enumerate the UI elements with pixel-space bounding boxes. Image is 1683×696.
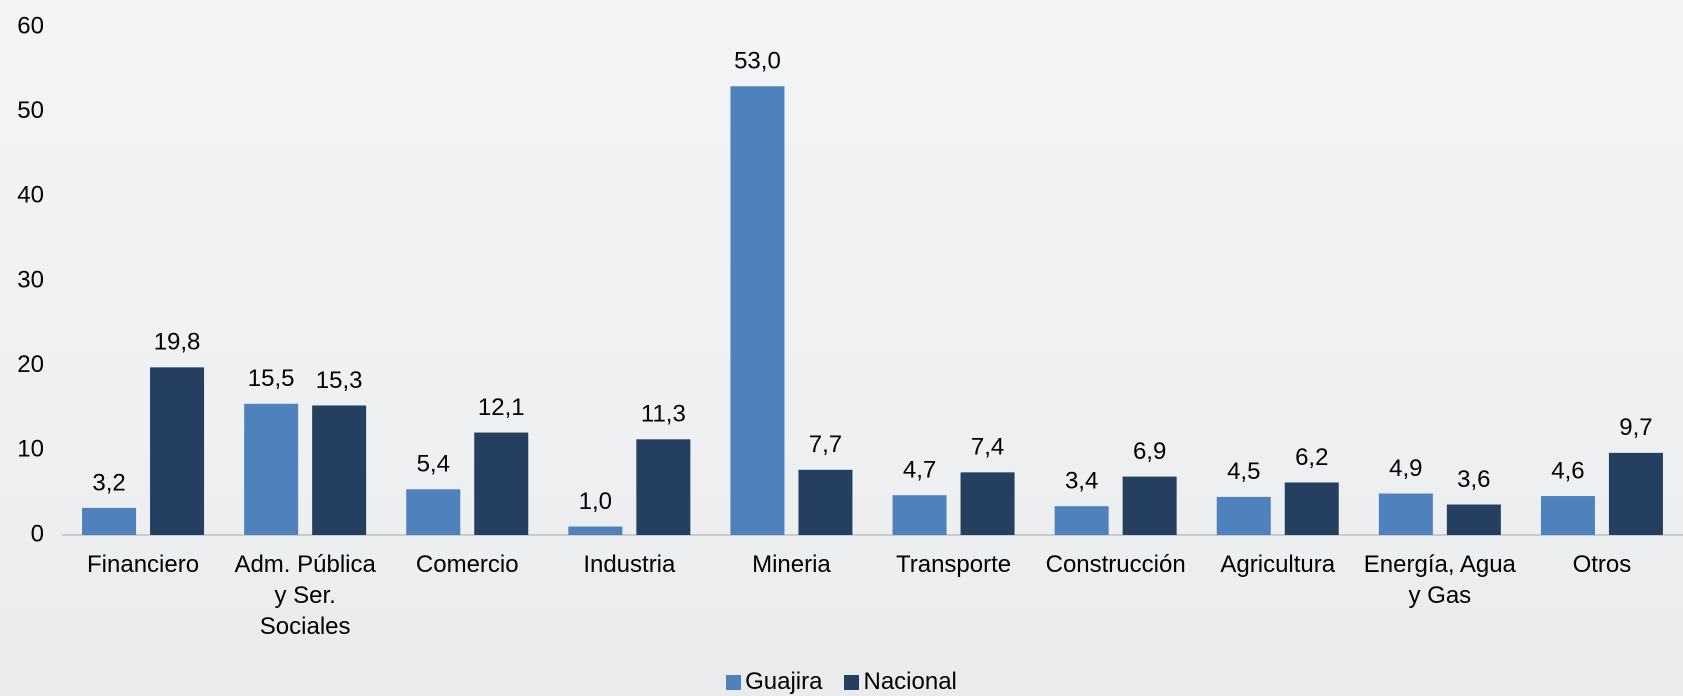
x-tick-label: Comercio bbox=[415, 551, 519, 578]
y-tick-label: 40 bbox=[17, 182, 44, 209]
value-label: 4,7 bbox=[903, 457, 936, 484]
bar bbox=[798, 469, 853, 535]
bar bbox=[1608, 452, 1663, 535]
value-label: 6,9 bbox=[1133, 438, 1166, 465]
legend-item: Nacional bbox=[844, 668, 957, 696]
value-label: 5,4 bbox=[417, 451, 450, 478]
bar bbox=[1446, 504, 1501, 535]
bar bbox=[1284, 482, 1339, 535]
y-tick-label: 10 bbox=[17, 436, 44, 463]
value-label: 9,7 bbox=[1619, 414, 1652, 441]
y-tick-label: 30 bbox=[17, 266, 44, 293]
legend-item: Guajira bbox=[726, 668, 822, 696]
value-label: 11,3 bbox=[641, 401, 686, 428]
bar bbox=[474, 432, 529, 535]
x-tick-label: Otros bbox=[1572, 551, 1632, 578]
x-tick-label: Industria bbox=[583, 551, 676, 578]
x-tick-label: Adm. Pública y Ser. Sociales bbox=[234, 551, 376, 640]
legend-swatch bbox=[726, 674, 742, 690]
value-label: 7,7 bbox=[809, 431, 842, 458]
bar bbox=[82, 507, 137, 535]
y-tick-label: 20 bbox=[17, 351, 44, 378]
bar bbox=[636, 439, 691, 535]
bar bbox=[960, 472, 1015, 535]
x-tick-label: Mineria bbox=[752, 551, 831, 578]
y-tick-label: 60 bbox=[17, 12, 44, 39]
value-label: 15,5 bbox=[248, 365, 295, 392]
bar bbox=[244, 403, 299, 535]
legend: Guajira Nacional bbox=[0, 668, 1683, 696]
legend-label: Nacional bbox=[863, 668, 957, 695]
value-label: 1,0 bbox=[579, 488, 612, 515]
bar bbox=[150, 367, 205, 535]
value-label: 19,8 bbox=[154, 329, 201, 356]
value-label: 3,4 bbox=[1065, 468, 1098, 495]
value-label: 3,6 bbox=[1457, 466, 1490, 493]
x-tick-label: Financiero bbox=[87, 551, 200, 578]
x-tick-label: Construcción bbox=[1045, 551, 1186, 578]
value-label: 4,5 bbox=[1227, 458, 1260, 485]
bar bbox=[312, 405, 367, 535]
value-label: 3,2 bbox=[92, 469, 125, 496]
bar bbox=[1216, 496, 1271, 535]
y-tick-label: 50 bbox=[17, 97, 44, 124]
x-tick-label: Energía, Agua y Gas bbox=[1363, 551, 1516, 609]
bar bbox=[1378, 493, 1433, 535]
bar bbox=[892, 495, 947, 535]
value-label: 12,1 bbox=[478, 394, 525, 421]
bar bbox=[730, 86, 785, 536]
value-label: 53,0 bbox=[734, 48, 781, 75]
bar bbox=[568, 526, 623, 535]
y-tick-label: 0 bbox=[31, 520, 44, 547]
value-label: 15,3 bbox=[316, 367, 363, 394]
value-label: 4,9 bbox=[1389, 455, 1422, 482]
bar bbox=[406, 489, 461, 535]
bar bbox=[1122, 476, 1177, 535]
bar bbox=[1540, 496, 1595, 535]
legend-swatch bbox=[844, 674, 860, 690]
x-tick-label: Transporte bbox=[895, 551, 1012, 578]
value-label: 4,6 bbox=[1551, 457, 1584, 484]
value-label: 6,2 bbox=[1295, 444, 1328, 471]
bar bbox=[1054, 506, 1109, 535]
value-label: 7,4 bbox=[971, 434, 1004, 461]
x-tick-label: Agricultura bbox=[1220, 551, 1336, 578]
legend-label: Guajira bbox=[745, 668, 823, 695]
